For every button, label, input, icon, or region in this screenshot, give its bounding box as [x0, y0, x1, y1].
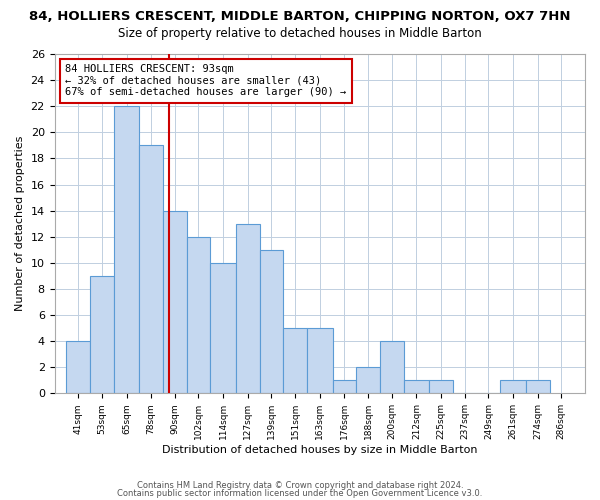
Bar [187, 236, 211, 394]
Bar [113, 106, 139, 394]
Bar [356, 367, 380, 394]
Bar [380, 341, 404, 394]
Bar [260, 250, 283, 394]
Bar [163, 210, 187, 394]
Bar [307, 328, 332, 394]
X-axis label: Distribution of detached houses by size in Middle Barton: Distribution of detached houses by size … [162, 445, 478, 455]
Bar [404, 380, 429, 394]
Bar [236, 224, 260, 394]
Text: Contains public sector information licensed under the Open Government Licence v3: Contains public sector information licen… [118, 488, 482, 498]
Y-axis label: Number of detached properties: Number of detached properties [15, 136, 25, 312]
Bar [139, 146, 163, 394]
Bar [67, 341, 90, 394]
Text: 84 HOLLIERS CRESCENT: 93sqm
← 32% of detached houses are smaller (43)
67% of sem: 84 HOLLIERS CRESCENT: 93sqm ← 32% of det… [65, 64, 346, 98]
Text: Size of property relative to detached houses in Middle Barton: Size of property relative to detached ho… [118, 28, 482, 40]
Bar [332, 380, 356, 394]
Text: Contains HM Land Registry data © Crown copyright and database right 2024.: Contains HM Land Registry data © Crown c… [137, 481, 463, 490]
Bar [283, 328, 307, 394]
Bar [211, 263, 236, 394]
Bar [500, 380, 526, 394]
Bar [526, 380, 550, 394]
Bar [90, 276, 113, 394]
Text: 84, HOLLIERS CRESCENT, MIDDLE BARTON, CHIPPING NORTON, OX7 7HN: 84, HOLLIERS CRESCENT, MIDDLE BARTON, CH… [29, 10, 571, 23]
Bar [429, 380, 453, 394]
